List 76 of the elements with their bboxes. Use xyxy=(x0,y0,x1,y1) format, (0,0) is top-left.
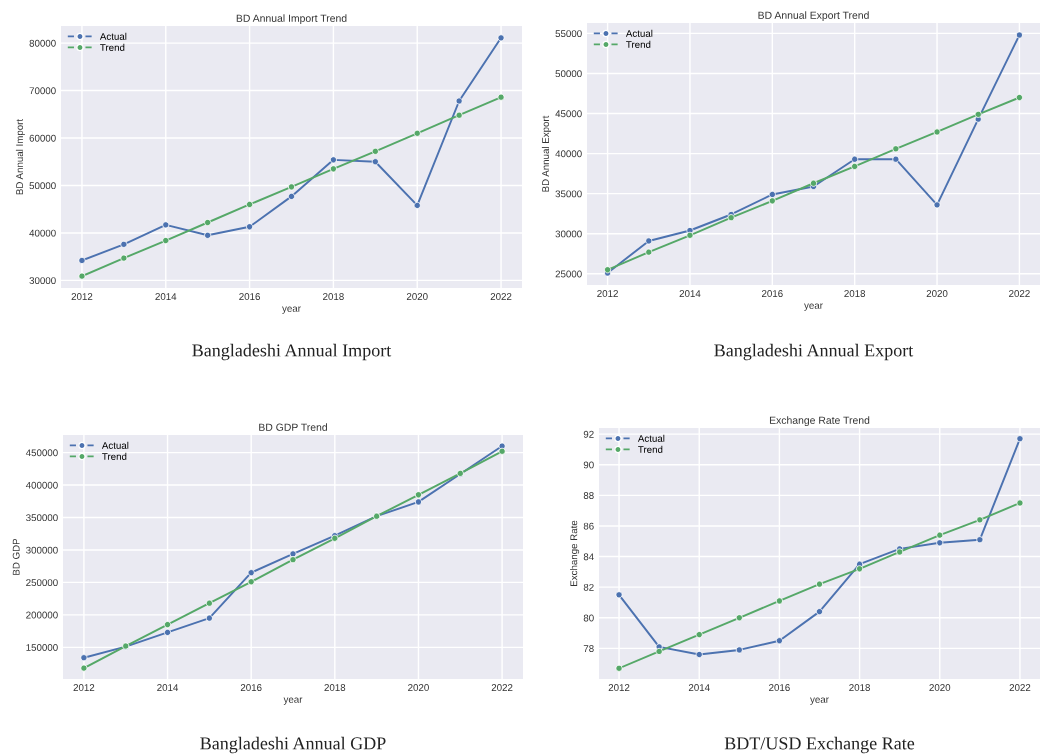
x-tick-label: 2012 xyxy=(73,684,95,691)
x-tick-label: 2012 xyxy=(597,290,618,297)
y-tick-label: 82 xyxy=(583,583,594,591)
x-tick-label: 2018 xyxy=(324,684,346,691)
y-tick-label: 30000 xyxy=(29,277,56,285)
legend-label: Trend xyxy=(638,445,663,453)
legend-label: Actual xyxy=(99,32,127,40)
y-tick-label: 70000 xyxy=(29,87,56,95)
y-tick-label: 84 xyxy=(583,553,594,561)
x-tick-label: 2018 xyxy=(849,684,870,691)
legend-label: Trend xyxy=(626,40,651,48)
chart-title: BD GDP Trend xyxy=(259,423,327,431)
y-tick-label: 78 xyxy=(583,645,594,653)
legend-label: Trend xyxy=(102,452,127,460)
y-tick-label: 250000 xyxy=(26,579,58,587)
y-tick-label: 45000 xyxy=(555,110,582,118)
x-tick-label: 2020 xyxy=(929,684,951,691)
x-tick-label: 2018 xyxy=(323,293,344,300)
legend-label: Trend xyxy=(100,43,125,51)
y-tick-label: 300000 xyxy=(26,546,58,554)
chart-title: BD Annual Export Trend xyxy=(758,11,869,21)
y-tick-label: 55000 xyxy=(555,30,582,38)
x-tick-label: 2012 xyxy=(608,684,630,691)
y-axis-title: BD Annual Export xyxy=(541,115,551,192)
legend-label: Actual xyxy=(637,434,665,442)
x-axis-title: year xyxy=(282,306,301,314)
y-tick-label: 400000 xyxy=(25,481,58,489)
text: Bangladeshi Annual Import xyxy=(192,343,392,361)
y-tick-label: 86 xyxy=(583,522,594,530)
x-tick-label: 2020 xyxy=(406,293,428,300)
x-tick-label: 2014 xyxy=(688,684,710,691)
x-tick-label: 2018 xyxy=(844,290,866,297)
y-tick-label: 80 xyxy=(583,614,594,622)
chart-title: BD Annual Import Trend xyxy=(236,14,347,24)
y-tick-label: 40000 xyxy=(29,229,56,237)
y-tick-label: 88 xyxy=(583,492,594,499)
text: BDT/USD Exchange Rate xyxy=(724,736,915,754)
x-tick-label: 2016 xyxy=(769,684,790,691)
y-tick-label: 30000 xyxy=(555,230,582,238)
y-tick-label: 90 xyxy=(583,461,594,469)
legend-label: Actual xyxy=(625,29,653,37)
x-axis-title: year xyxy=(804,303,823,311)
x-axis-title: year xyxy=(810,697,829,705)
y-tick-label: 35000 xyxy=(555,190,582,198)
text: Bangladeshi Annual Export xyxy=(714,343,914,361)
chart-title: Exchange Rate Trend xyxy=(769,416,870,426)
y-tick-label: 40000 xyxy=(555,150,582,158)
y-tick-label: 25000 xyxy=(555,270,582,278)
x-tick-label: 2016 xyxy=(240,684,262,691)
x-tick-label: 2022 xyxy=(490,293,512,300)
y-tick-label: 50000 xyxy=(555,70,582,78)
y-tick-label: 450000 xyxy=(25,449,58,457)
x-tick-label: 2016 xyxy=(239,293,260,300)
x-tick-label: 2012 xyxy=(71,293,93,300)
x-tick-label: 2022 xyxy=(491,684,513,691)
y-tick-label: 150000 xyxy=(26,644,58,651)
text: Bangladeshi Annual GDP xyxy=(200,736,386,754)
x-tick-label: 2020 xyxy=(408,684,429,691)
legend-label: Actual xyxy=(101,441,129,449)
x-tick-label: 2020 xyxy=(926,290,948,297)
x-tick-label: 2014 xyxy=(157,684,179,691)
y-tick-label: 92 xyxy=(583,430,594,438)
y-axis-title: BD GDP xyxy=(12,538,20,575)
x-tick-label: 2014 xyxy=(155,293,177,300)
x-axis-title: year xyxy=(283,697,303,705)
x-tick-label: 2022 xyxy=(1009,684,1031,691)
y-tick-label: 200000 xyxy=(26,611,58,619)
x-tick-label: 2022 xyxy=(1009,290,1030,297)
y-tick-label: 350000 xyxy=(26,514,58,522)
y-tick-label: 50000 xyxy=(29,182,56,190)
y-axis-title: BD Annual Import xyxy=(15,118,25,195)
x-tick-label: 2016 xyxy=(761,290,783,297)
x-tick-label: 2014 xyxy=(679,290,701,297)
y-tick-label: 80000 xyxy=(29,39,56,47)
y-tick-label: 60000 xyxy=(29,134,56,142)
y-axis-title: Exchange Rate xyxy=(570,520,580,586)
